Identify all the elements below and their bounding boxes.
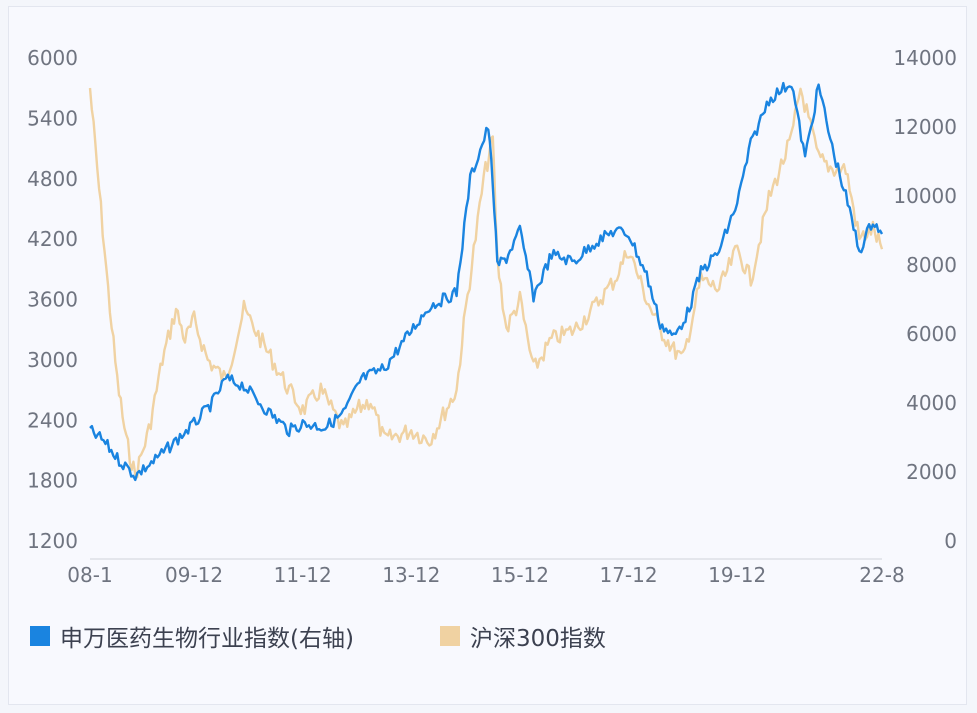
x-tick-label: 08-1: [67, 563, 112, 587]
left-tick-label: 3000: [27, 348, 78, 372]
right-tick-label: 8000: [906, 253, 957, 277]
left-tick-label: 1800: [27, 469, 78, 493]
series-layer: [88, 81, 884, 482]
series-line-pharma: [89, 81, 884, 482]
left-tick-label: 6000: [27, 46, 78, 70]
x-tick-label: 17-12: [599, 563, 657, 587]
left-y-axis: 1200 1800 2400 3000 3600 4200 4800 5400 6000: [27, 46, 78, 553]
x-axis: 08-1 09-12 11-12 13-12 15-12 17-12 19-12 22-8: [67, 558, 905, 587]
left-tick-label: 5400: [27, 106, 78, 130]
right-tick-label: 4000: [906, 391, 957, 415]
legend-swatch-csi300: [439, 626, 460, 646]
x-tick-label: 19-12: [708, 563, 766, 587]
x-tick-label: 13-12: [382, 563, 440, 587]
left-tick-label: 1200: [27, 529, 78, 553]
right-tick-label: 14000: [893, 46, 957, 70]
legend-item-csi300: 沪深300指数: [439, 619, 606, 653]
legend-label-csi300: 沪深300指数: [469, 626, 606, 652]
legend: 申万医药生物行业指数(右轴) 沪深300指数: [30, 619, 692, 653]
x-tick-label: 22-8: [859, 563, 904, 587]
right-tick-label: 12000: [893, 115, 957, 139]
left-tick-label: 2400: [27, 408, 78, 432]
left-tick-label: 4800: [27, 167, 78, 191]
left-tick-label: 4200: [27, 227, 78, 251]
right-tick-label: 6000: [906, 322, 957, 346]
right-tick-label: 0: [944, 529, 957, 553]
right-tick-label: 10000: [893, 184, 957, 208]
x-tick-label: 09-12: [165, 563, 223, 587]
x-tick-label: 11-12: [274, 563, 332, 587]
chart-panel: [8, 6, 967, 705]
legend-item-pharma: 申万医药生物行业指数(右轴): [30, 619, 354, 653]
left-tick-label: 3600: [27, 288, 78, 312]
x-tick-label: 15-12: [491, 563, 549, 587]
legend-label-pharma: 申万医药生物行业指数(右轴): [60, 626, 354, 652]
legend-swatch-pharma: [30, 626, 50, 646]
series-line-csi300: [88, 87, 884, 479]
right-tick-label: 2000: [906, 460, 957, 484]
right-y-axis: 0 2000 4000 6000 8000 10000 12000 14000: [893, 46, 957, 553]
